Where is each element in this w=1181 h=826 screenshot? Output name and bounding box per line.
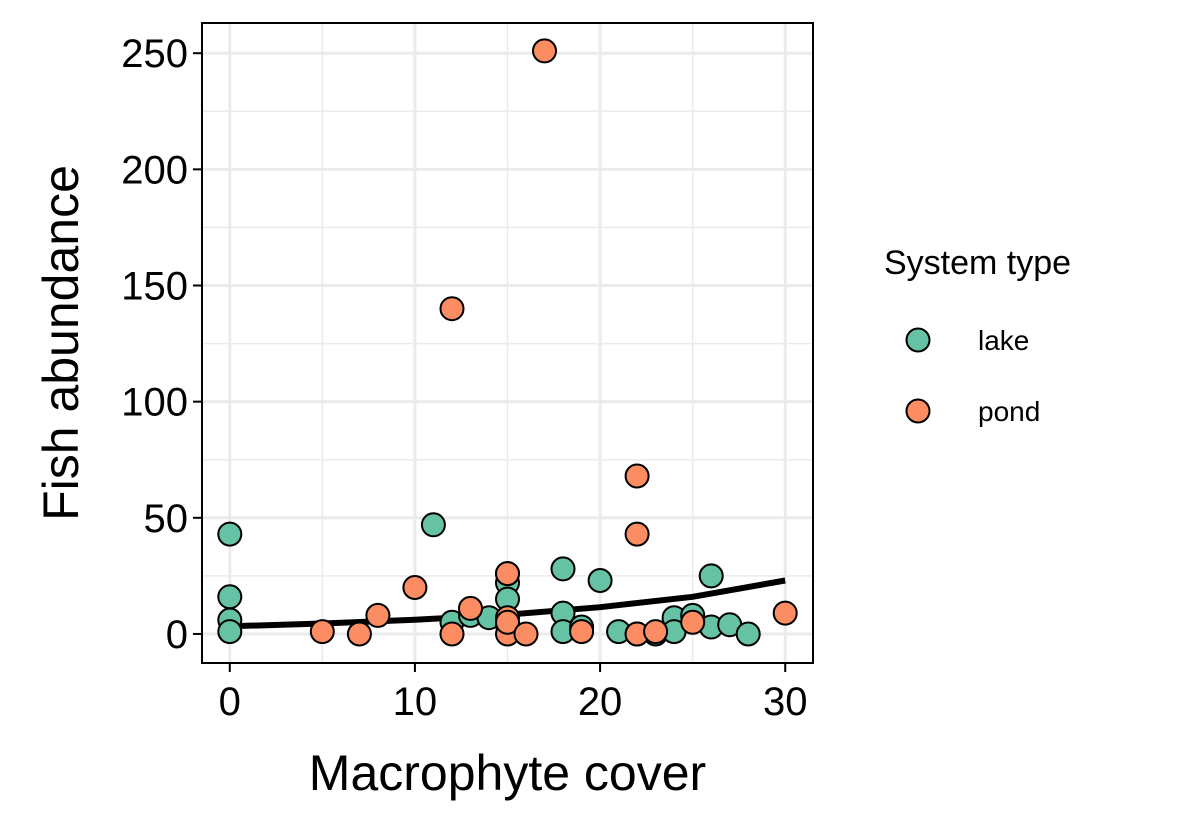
data-point-pond: [346, 621, 372, 647]
data-point-lake: [735, 621, 761, 647]
data-point-pond: [439, 621, 465, 647]
legend-item-lake: lake: [905, 325, 1029, 356]
legend-item-pond: pond: [905, 396, 1040, 427]
data-point-lake: [217, 584, 243, 610]
data-point-pond: [439, 296, 465, 322]
legend: System type lake pond: [884, 244, 1071, 427]
data-point-pond: [458, 595, 483, 621]
y-axis-title: Fish abundance: [33, 165, 89, 521]
y-tick-label: 150: [121, 265, 188, 309]
data-point-pond: [680, 609, 706, 635]
data-point-pond: [495, 609, 520, 635]
grid-minor: [202, 23, 813, 663]
y-tick-label: 50: [144, 497, 189, 541]
data-point-lake: [217, 521, 243, 547]
legend-label-lake: lake: [978, 325, 1029, 356]
x-axis-title: Macrophyte cover: [309, 745, 706, 801]
data-point-lake: [587, 568, 613, 593]
data-point-pond: [402, 575, 428, 600]
axis-ticks: 0 10 20 30 0 50 100 150 200 250: [121, 32, 807, 724]
y-tick-label: 100: [121, 381, 188, 425]
data-point-pond: [532, 38, 557, 64]
data-point-lake: [420, 512, 446, 538]
legend-key-pond: [905, 398, 931, 424]
legend-label-pond: pond: [978, 396, 1040, 427]
data-point-pond: [495, 561, 520, 587]
data-point-pond: [365, 602, 391, 628]
y-tick-label: 250: [121, 32, 188, 76]
points-layer: [217, 38, 798, 647]
x-tick-label: 0: [219, 680, 241, 724]
legend-key-lake: [905, 327, 931, 353]
legend-title: System type: [884, 244, 1071, 282]
x-tick-label: 30: [763, 680, 808, 724]
data-point-pond: [624, 521, 650, 547]
y-tick-label: 200: [121, 148, 188, 192]
data-point-lake: [550, 556, 576, 582]
data-point-pond: [309, 619, 335, 645]
data-point-pond: [624, 463, 650, 489]
panel-border: [201, 22, 814, 664]
data-point-pond: [513, 621, 539, 647]
data-point-pond: [772, 600, 798, 626]
data-point-lake: [698, 563, 724, 589]
data-point-pond: [569, 619, 595, 645]
x-tick-label: 20: [578, 680, 623, 724]
y-tick-label: 0: [166, 613, 188, 657]
data-point-lake: [217, 619, 243, 645]
x-tick-label: 10: [393, 680, 438, 724]
data-point-pond: [643, 619, 669, 645]
